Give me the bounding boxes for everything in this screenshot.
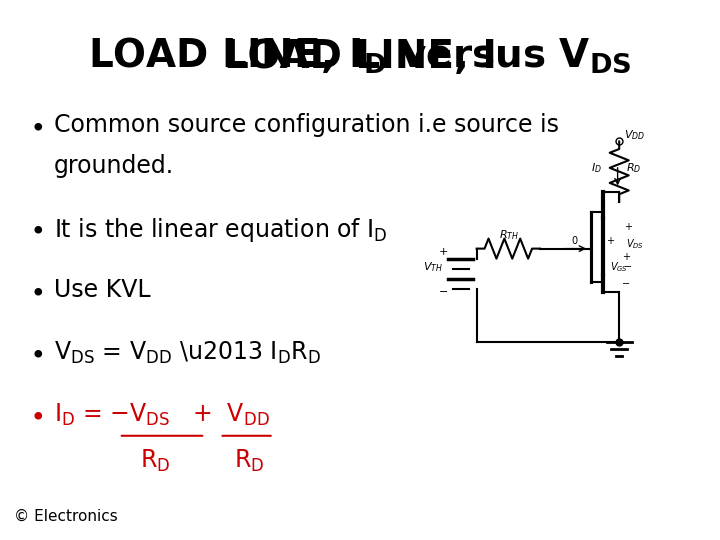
Text: Common source configuration i.e source is: Common source configuration i.e source i…: [54, 113, 559, 137]
Text: LOAD LINE, $\mathregular{I_D}$ versus $\mathregular{V_{DS}}$: LOAD LINE, $\mathregular{I_D}$ versus $\…: [89, 35, 631, 75]
Text: +: +: [606, 235, 615, 246]
Text: +: +: [438, 247, 448, 258]
Text: +: +: [622, 252, 631, 262]
Text: $V_{DD}$: $V_{DD}$: [624, 128, 645, 142]
Text: $R_{TH}$: $R_{TH}$: [499, 228, 519, 242]
Text: −: −: [622, 279, 631, 289]
Text: It is the linear equation of $\mathregular{I_D}$: It is the linear equation of $\mathregul…: [54, 216, 388, 244]
Text: −: −: [624, 262, 632, 272]
Text: $V_{DS}$: $V_{DS}$: [626, 237, 644, 251]
Text: $\bullet$: $\bullet$: [29, 340, 43, 366]
Text: © Electronics: © Electronics: [14, 509, 118, 524]
Text: $V_{GS}$: $V_{GS}$: [610, 260, 628, 274]
Text: $V_{TH}$: $V_{TH}$: [423, 260, 443, 274]
Text: $\mathregular{R_D}$: $\mathregular{R_D}$: [234, 448, 264, 475]
Text: 0: 0: [572, 235, 578, 246]
Text: $\mathregular{I_D}$ = $-\mathregular{V_{DS}}$   +  $\mathregular{V_{DD}}$: $\mathregular{I_D}$ = $-\mathregular{V_{…: [54, 402, 270, 429]
Text: −: −: [438, 287, 448, 298]
Text: $\mathregular{V_{DS}}$ = $\mathregular{V_{DD}}$ \u2013 $\mathregular{I_D R_D}$: $\mathregular{V_{DS}}$ = $\mathregular{V…: [54, 340, 321, 367]
Text: $\mathregular{R_D}$: $\mathregular{R_D}$: [140, 448, 171, 475]
Text: LOAD LINE, I: LOAD LINE, I: [224, 38, 496, 76]
Text: grounded.: grounded.: [54, 154, 174, 178]
Text: $\bullet$: $\bullet$: [29, 216, 43, 242]
Text: Use KVL: Use KVL: [54, 278, 150, 302]
Text: $\bullet$: $\bullet$: [29, 278, 43, 304]
Text: $R_D$: $R_D$: [626, 161, 641, 176]
Text: $\bullet$: $\bullet$: [29, 113, 43, 139]
Text: $I_D$: $I_D$: [590, 161, 602, 176]
Text: $\bullet$: $\bullet$: [29, 402, 43, 428]
Text: +: +: [624, 222, 632, 232]
